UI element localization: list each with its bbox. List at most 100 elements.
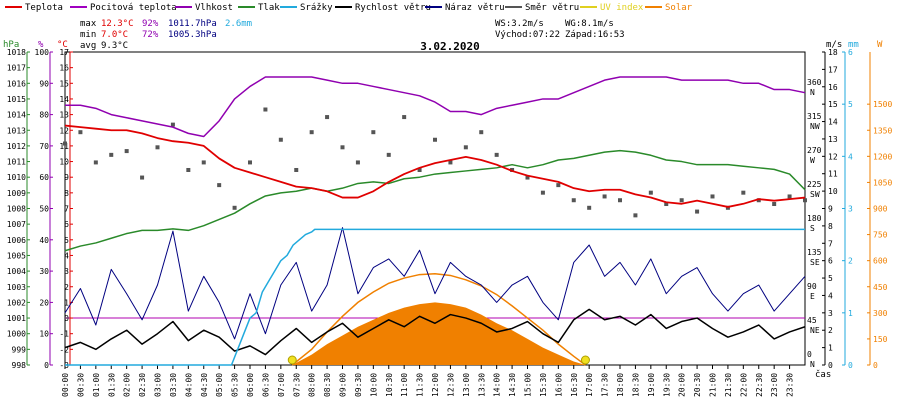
x-tick-label: 22:30 xyxy=(755,373,764,397)
series-wind-speed xyxy=(64,308,806,356)
series-humidity xyxy=(65,76,806,138)
x-tick-label: 01:00 xyxy=(92,373,101,397)
x-tick-label: 11:00 xyxy=(400,373,409,397)
legend-item-rychlost-vetru: Rychlost větru xyxy=(335,3,431,13)
y-tick-label-pct: 40 xyxy=(39,236,49,245)
legend-label-naraz-vetru: Náraz větru xyxy=(445,3,505,13)
dir-tick-label: NW xyxy=(810,122,820,131)
y-tick-label-pct: 60 xyxy=(39,173,49,182)
wind-direction-point xyxy=(248,160,252,165)
x-tick-label: 12:30 xyxy=(446,373,455,397)
y-tick-label-w: 1500 xyxy=(873,100,892,109)
y-tick-label-temp: -3 xyxy=(59,361,69,370)
y-tick-label-mm: 5 xyxy=(848,100,853,109)
wind-speed-summary: WS:3.2m/s xyxy=(495,19,544,29)
x-tick-label: 13:00 xyxy=(462,373,471,397)
x-tick-label: 12:00 xyxy=(431,373,440,397)
x-tick-label: 06:30 xyxy=(261,373,270,397)
y-tick-label-ms: 14 xyxy=(828,118,838,127)
y-tick-label-w: 1350 xyxy=(873,126,892,135)
x-tick-label: 20:00 xyxy=(678,373,687,397)
y-tick-label-temp: 15 xyxy=(59,79,69,88)
wind-direction-point xyxy=(201,160,206,165)
x-tick-label: 04:00 xyxy=(184,373,193,397)
dir-tick-label: E xyxy=(810,292,815,301)
y-tick-label-hpa: 1011 xyxy=(7,158,26,167)
y-tick-label-ms: 8 xyxy=(828,222,833,231)
wind-direction-point xyxy=(63,141,67,146)
sun-info: WS:3.2m/s WG:8.1m/s Východ:07:22 Západ:1… xyxy=(495,19,625,40)
x-tick-label: 00:00 xyxy=(61,373,70,397)
y-tick-label-hpa: 1012 xyxy=(7,142,26,151)
x-tick-label: 15:00 xyxy=(524,373,533,397)
dir-tick-label: SE xyxy=(810,258,820,267)
y-tick-label-temp: 7 xyxy=(64,205,69,214)
wind-direction-point xyxy=(540,190,545,195)
y-tick-label-temp: 4 xyxy=(64,251,69,260)
series-rain xyxy=(65,228,805,366)
y-tick-label-hpa: 1017 xyxy=(7,64,26,73)
y-tick-label-hpa: 1006 xyxy=(7,236,26,245)
x-tick-label: 16:00 xyxy=(554,373,563,397)
y-tick-label-w: 300 xyxy=(873,309,888,318)
x-tick-label: 23:00 xyxy=(770,373,779,397)
wind-direction-point xyxy=(525,175,530,180)
x-tick-label: 19:00 xyxy=(647,373,656,397)
wind-direction-point xyxy=(803,198,807,203)
y-tick-label-w: 150 xyxy=(873,335,888,344)
wind-direction-point xyxy=(402,115,407,120)
legend-item-solar: Solar xyxy=(645,3,693,13)
axis-unit-w: W xyxy=(877,40,883,50)
y-tick-label-w: 450 xyxy=(873,283,888,292)
y-tick-label-temp: 14 xyxy=(59,95,69,104)
y-tick-label-mm: 0 xyxy=(848,361,853,370)
wind-direction-point xyxy=(664,202,669,207)
y-tick-label-pct: 10 xyxy=(39,330,49,339)
y-tick-label-hpa: 1003 xyxy=(7,283,26,292)
wind-direction-point xyxy=(417,167,422,172)
y-tick-label-ms: 10 xyxy=(828,187,838,196)
y-tick-label-ms: 7 xyxy=(828,239,833,248)
wind-direction-point xyxy=(355,160,360,165)
y-tick-label-hpa: 1002 xyxy=(7,298,26,307)
legend-label-smer-vetru: Směr větru xyxy=(525,3,579,13)
legend-label-solar: Solar xyxy=(665,3,693,13)
legend-label-uv-index: UV index xyxy=(600,3,644,13)
x-tick-label: 14:30 xyxy=(508,373,517,397)
x-tick-label: 01:30 xyxy=(107,373,116,397)
x-tick-label: 18:00 xyxy=(616,373,625,397)
legend-item-naraz-vetru: Náraz větru xyxy=(425,3,505,13)
series-solar xyxy=(292,302,586,365)
stat-min-temp: 7.0°C xyxy=(101,30,128,40)
x-tick-label: 02:00 xyxy=(123,373,132,397)
y-tick-label-ms: 9 xyxy=(828,205,833,214)
x-tick-label: 07:30 xyxy=(292,373,301,397)
y-tick-label-ms: 2 xyxy=(828,326,833,335)
x-tick-label: 00:30 xyxy=(76,373,85,397)
legend-label-rychlost-vetru: Rychlost větru xyxy=(355,3,431,13)
x-tick-label: 05:00 xyxy=(215,373,224,397)
y-tick-label-temp: 1 xyxy=(64,298,69,307)
wind-direction-point xyxy=(232,205,237,210)
y-tick-label-pct: 100 xyxy=(35,48,50,57)
x-tick-label: 23:30 xyxy=(786,373,795,397)
wind-direction-point xyxy=(602,194,607,199)
x-tick-label: 02:30 xyxy=(138,373,147,397)
dir-tick-value: 45 xyxy=(807,316,817,325)
axes-layer: 00:00 00:30 01:00 01:30 02:00 02:30 03:00 03:30… xyxy=(7,48,893,397)
wind-direction-point xyxy=(186,167,191,172)
wind-direction-point xyxy=(648,190,653,195)
dir-tick-value: 270 xyxy=(807,146,822,155)
wind-direction-point xyxy=(448,160,453,165)
wind-direction-point xyxy=(587,205,592,210)
axis-unit-pct: % xyxy=(38,40,44,50)
axis-unit-mm: mm xyxy=(848,40,859,50)
y-tick-label-hpa: 1008 xyxy=(7,205,26,214)
y-tick-label-temp: 11 xyxy=(59,142,69,151)
y-tick-label-hpa: 1016 xyxy=(7,79,26,88)
series-pressure xyxy=(64,149,806,252)
dir-tick-value: 315 xyxy=(807,112,822,121)
y-tick-label-pct: 20 xyxy=(39,298,49,307)
wind-direction-point xyxy=(571,198,576,203)
